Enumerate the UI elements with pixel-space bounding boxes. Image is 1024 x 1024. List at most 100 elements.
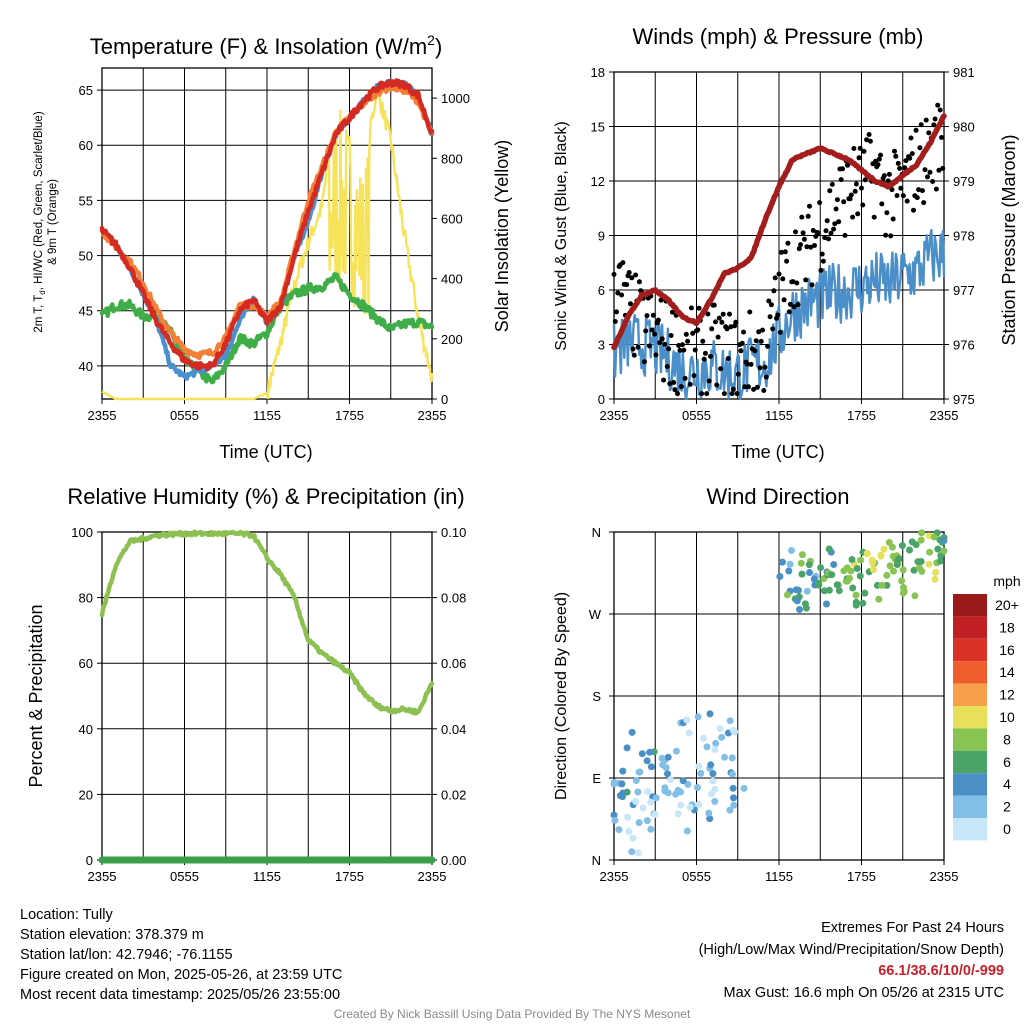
gust-point: [829, 181, 835, 187]
wind-direction-point: [847, 567, 855, 575]
wind-ytick-label: 12: [591, 174, 605, 189]
wind-direction-point: [707, 761, 715, 769]
wind-direction-point: [875, 595, 883, 603]
colorbar-label: 16: [999, 642, 1015, 658]
gust-point: [909, 151, 915, 157]
extremes-legend: (High/Low/Max Wind/Precipitation/Snow De…: [698, 941, 1004, 958]
wind-direction-point: [632, 777, 640, 784]
wind-direction-point: [840, 567, 848, 575]
gust-point: [845, 162, 850, 168]
gust-point: [859, 185, 864, 191]
wind-direction-point: [619, 767, 627, 775]
temperature-ylabel-right: Solar Insolation (Yellow): [492, 140, 512, 332]
gust-point: [633, 272, 639, 278]
temp-ytick-label-right: 200: [441, 332, 463, 347]
gust-point: [930, 179, 936, 184]
gust-point: [840, 166, 845, 172]
gust-point: [657, 340, 663, 346]
wind-direction-point: [788, 547, 795, 554]
colorbar-label: 0: [1003, 821, 1011, 837]
gust-point: [756, 329, 762, 335]
wind-direction-point: [911, 592, 919, 600]
wind-ytick-label-right: 977: [953, 283, 975, 298]
gust-point: [765, 343, 771, 349]
colorbar-label: 6: [1003, 754, 1011, 770]
gust-point: [815, 230, 821, 236]
gust-point: [784, 258, 790, 264]
gust-point: [931, 122, 937, 128]
wind-direction-point: [917, 536, 925, 544]
gust-point: [918, 122, 924, 128]
wind-direction-panel: Wind Direction Direction (Colored By Spe…: [553, 484, 1021, 800]
gust-point: [871, 214, 877, 220]
wind-direction-point: [703, 743, 711, 751]
gust-point: [828, 230, 834, 236]
gust-point: [754, 384, 760, 390]
gust-point: [678, 384, 684, 390]
gust-point: [855, 211, 861, 217]
gust-point: [768, 302, 774, 308]
gust-point: [772, 275, 778, 281]
gust-point: [715, 334, 721, 340]
gust-point: [729, 391, 735, 397]
wind-direction-point: [623, 744, 631, 752]
gust-point: [631, 352, 637, 358]
gust-point: [932, 116, 938, 122]
wind-direction-point: [796, 606, 803, 613]
wind-direction-point: [798, 551, 806, 559]
temp-2m-line: [99, 78, 435, 372]
wind-direction-point: [926, 548, 934, 556]
gust-point: [818, 267, 824, 273]
wind-direction-point: [783, 591, 791, 599]
colorbar-label: 20+: [995, 597, 1019, 613]
wind-direction-point: [651, 811, 659, 818]
gust-point: [779, 249, 784, 255]
gust-point: [746, 384, 751, 390]
gust-point: [667, 381, 673, 387]
gust-point: [700, 338, 706, 344]
figure-created: Figure created on Mon, 2025-05-26, at 23…: [20, 967, 343, 983]
rh-ytick-label: 40: [79, 722, 93, 737]
gust-point: [809, 282, 815, 288]
wind-direction-point: [685, 729, 693, 737]
gust-point: [888, 233, 894, 239]
gust-point: [921, 200, 927, 206]
gust-point: [895, 160, 901, 166]
wind-direction-point: [728, 754, 736, 762]
colorbar-label: 2: [1003, 799, 1011, 815]
gust-point: [903, 158, 909, 164]
gust-point: [898, 185, 904, 191]
wind-direction-point: [940, 537, 948, 545]
gust-point: [904, 198, 910, 204]
dir-ytick-label: N: [592, 525, 601, 540]
wind-direction-point: [825, 586, 833, 594]
gust-point: [685, 338, 691, 344]
colorbar-swatch: [953, 616, 987, 639]
gust-point: [780, 276, 786, 282]
rh-ytick-label-right: 0.02: [441, 787, 466, 802]
wind-direction-point: [726, 717, 734, 725]
gust-point: [671, 380, 677, 385]
gust-point: [878, 152, 883, 158]
wind-ytick-label: 9: [598, 229, 605, 244]
wind-direction-point: [852, 591, 860, 599]
gust-point: [853, 181, 859, 187]
wind-direction-point: [635, 768, 643, 776]
recent-data-timestamp: Most recent data timestamp: 2025/05/26 2…: [20, 987, 341, 1003]
wind-direction-point: [652, 794, 660, 802]
colorbar-swatch: [953, 594, 987, 617]
wind-direction-point: [776, 573, 784, 580]
wind-direction-point: [694, 784, 701, 791]
gust-point: [787, 301, 793, 307]
wind-direction-point: [647, 798, 655, 806]
colorbar-swatch: [953, 661, 987, 684]
wind-xtick-label: 2355: [930, 408, 959, 423]
wind-direction-point: [878, 581, 886, 589]
wind-direction-point: [677, 801, 685, 809]
temp-xtick-label: 1755: [335, 408, 364, 423]
gust-point: [666, 346, 672, 352]
wind-direction-point: [815, 581, 823, 589]
gust-point: [900, 193, 906, 199]
wind-direction-point: [797, 559, 805, 567]
wind-direction-point: [853, 565, 861, 572]
